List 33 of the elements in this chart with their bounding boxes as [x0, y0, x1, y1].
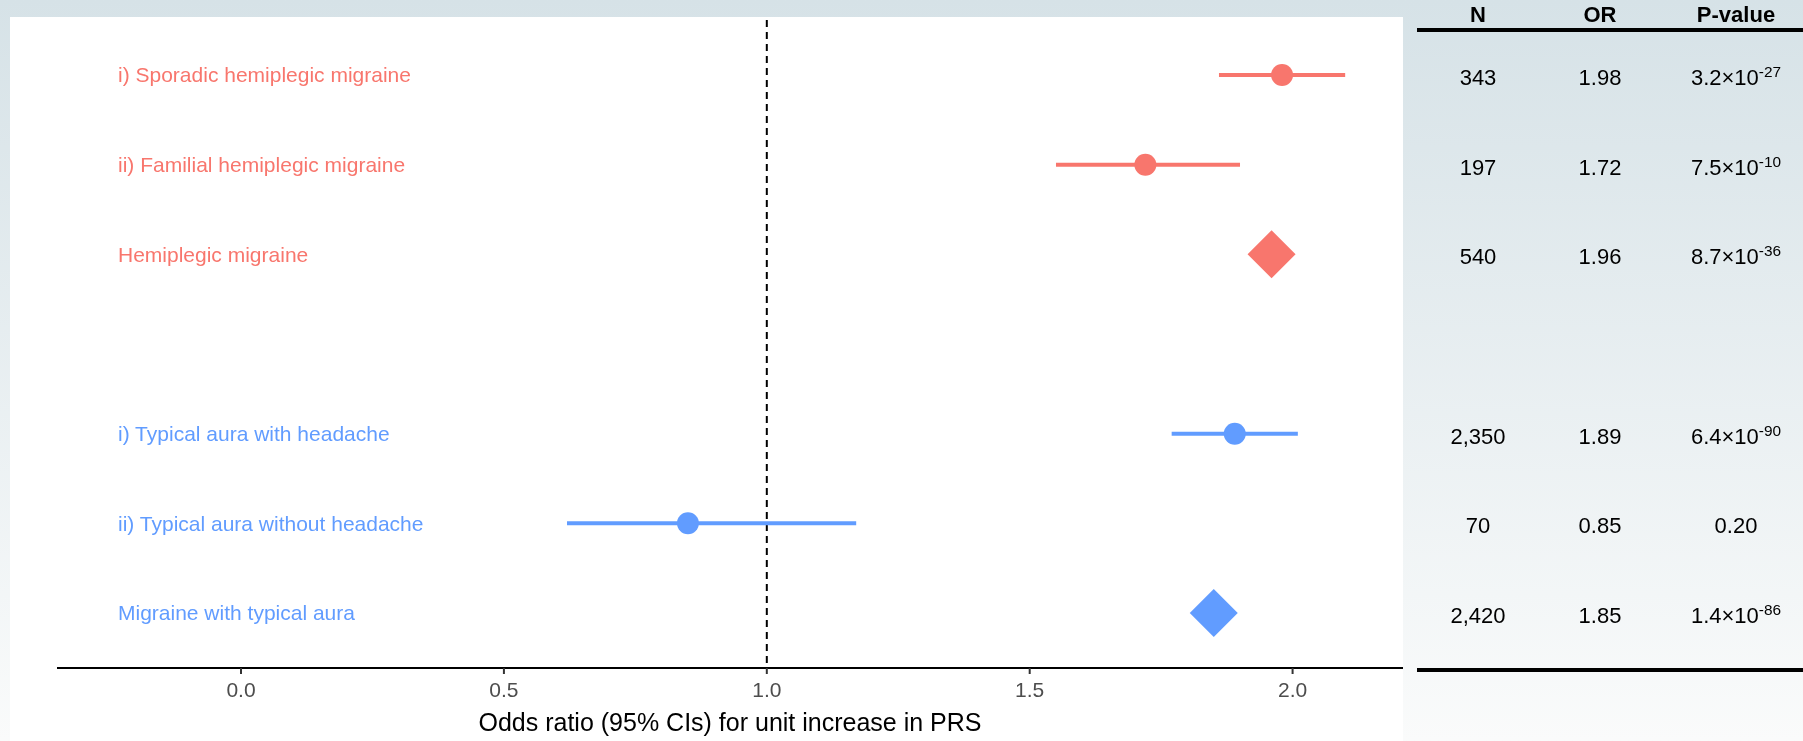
- x-tick-label: 1.5: [1015, 678, 1045, 701]
- text: 1.96: [1578, 244, 1622, 270]
- text: 70: [1465, 513, 1491, 539]
- x-tick-label: 1.0: [752, 678, 782, 701]
- text: 2,350: [1450, 423, 1506, 449]
- text: 343: [1459, 64, 1497, 90]
- y-tick-label: ii) Familial hemiplegic migraine: [118, 153, 406, 177]
- text: 2,420: [1450, 602, 1506, 628]
- text: 1.85: [1578, 602, 1622, 628]
- y-tick-label: i) Sporadic hemiplegic migraine: [118, 63, 411, 87]
- text: 7.5×10$^{-10}$: [1690, 152, 1782, 180]
- y-tick-label: Hemiplegic migraine: [118, 242, 309, 266]
- text: P-value: [1696, 2, 1776, 27]
- text: 1.4×10$^{-86}$: [1690, 600, 1782, 628]
- x-tick-label: 2.0: [1277, 678, 1308, 701]
- text: OR: [1583, 2, 1617, 27]
- x-axis-title: Odds ratio (95% CIs) for unit increase in PRS: [478, 708, 982, 736]
- text: 1.72: [1578, 154, 1622, 180]
- text: 8.7×10$^{-36}$: [1690, 241, 1782, 270]
- text: 1.89: [1578, 423, 1622, 449]
- y-tick-label: Migraine with typical aura: [118, 601, 356, 625]
- text: 540: [1459, 244, 1497, 270]
- text: N: [1470, 2, 1486, 27]
- text: 197: [1459, 154, 1497, 180]
- text: 0.20: [1714, 513, 1758, 539]
- text: 6.4×10$^{-90}$: [1690, 421, 1782, 449]
- x-tick-label: 0.0: [226, 678, 256, 701]
- x-tick-label: 0.5: [489, 678, 519, 701]
- text: 0.85: [1578, 513, 1622, 539]
- y-tick-label: ii) Typical aura without headache: [118, 511, 424, 535]
- text: 3.2×10$^{-27}$: [1690, 62, 1782, 90]
- text: 1.98: [1578, 64, 1622, 90]
- y-tick-label: i) Typical aura with headache: [118, 422, 390, 446]
